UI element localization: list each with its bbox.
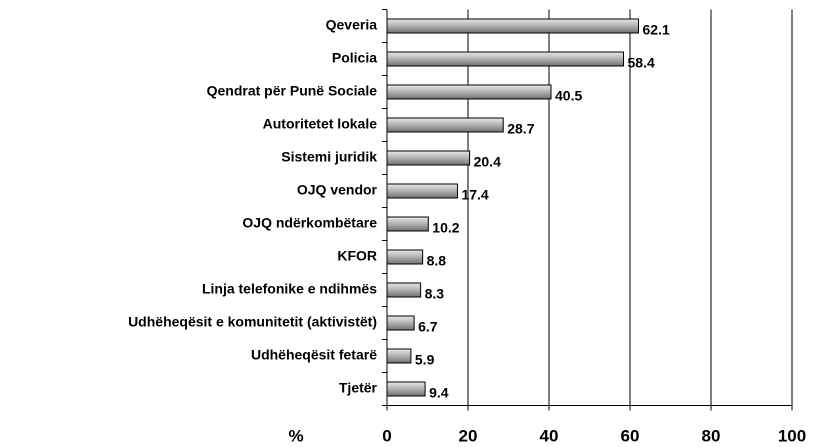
category-label: OJQ ndërkombëtare <box>242 215 377 231</box>
data-label: 28.7 <box>507 121 534 137</box>
bar <box>386 18 640 34</box>
bar <box>386 216 429 232</box>
category-label: Qeveria <box>326 17 378 33</box>
category-label: Autoritetet lokale <box>263 116 378 132</box>
bar <box>386 117 504 133</box>
data-label: 5.9 <box>415 352 435 368</box>
x-tick-label: 40 <box>540 426 559 445</box>
category-label: KFOR <box>337 248 377 264</box>
category-label: Linja telefonike e ndihmës <box>202 281 377 297</box>
x-tick-label: 0 <box>382 426 391 445</box>
x-tick-label: 80 <box>702 426 721 445</box>
bar <box>386 282 422 298</box>
data-label: 40.5 <box>555 88 582 104</box>
bar <box>386 249 424 265</box>
category-label: OJQ vendor <box>297 182 378 198</box>
x-tick-label: 100 <box>778 426 806 445</box>
x-tick-label: 60 <box>621 426 640 445</box>
x-axis-label: % <box>288 426 303 445</box>
bar <box>386 348 412 364</box>
bar <box>386 183 458 199</box>
bar <box>386 150 471 166</box>
x-tick-label: 20 <box>459 426 478 445</box>
data-label: 17.4 <box>461 187 488 203</box>
data-label: 6.7 <box>418 319 438 335</box>
data-label: 8.3 <box>425 286 445 302</box>
category-label: Policia <box>332 50 377 66</box>
bar <box>386 51 625 67</box>
category-label: Udhëheqësit e komunitetit (aktivistët) <box>128 314 377 330</box>
data-label: 62.1 <box>643 22 670 38</box>
bar <box>386 381 426 397</box>
data-label: 10.2 <box>432 220 459 236</box>
category-label: Sistemi juridik <box>281 149 377 165</box>
data-label: 8.8 <box>427 253 447 269</box>
bar <box>386 315 415 331</box>
bar <box>386 84 552 100</box>
data-label: 20.4 <box>474 154 501 170</box>
category-label: Qendrat për Punë Sociale <box>207 83 378 99</box>
data-label: 58.4 <box>628 55 655 71</box>
data-label: 9.4 <box>429 385 449 401</box>
category-label: Udhëheqësit fetarë <box>251 347 377 363</box>
category-label: Tjetër <box>339 380 378 396</box>
